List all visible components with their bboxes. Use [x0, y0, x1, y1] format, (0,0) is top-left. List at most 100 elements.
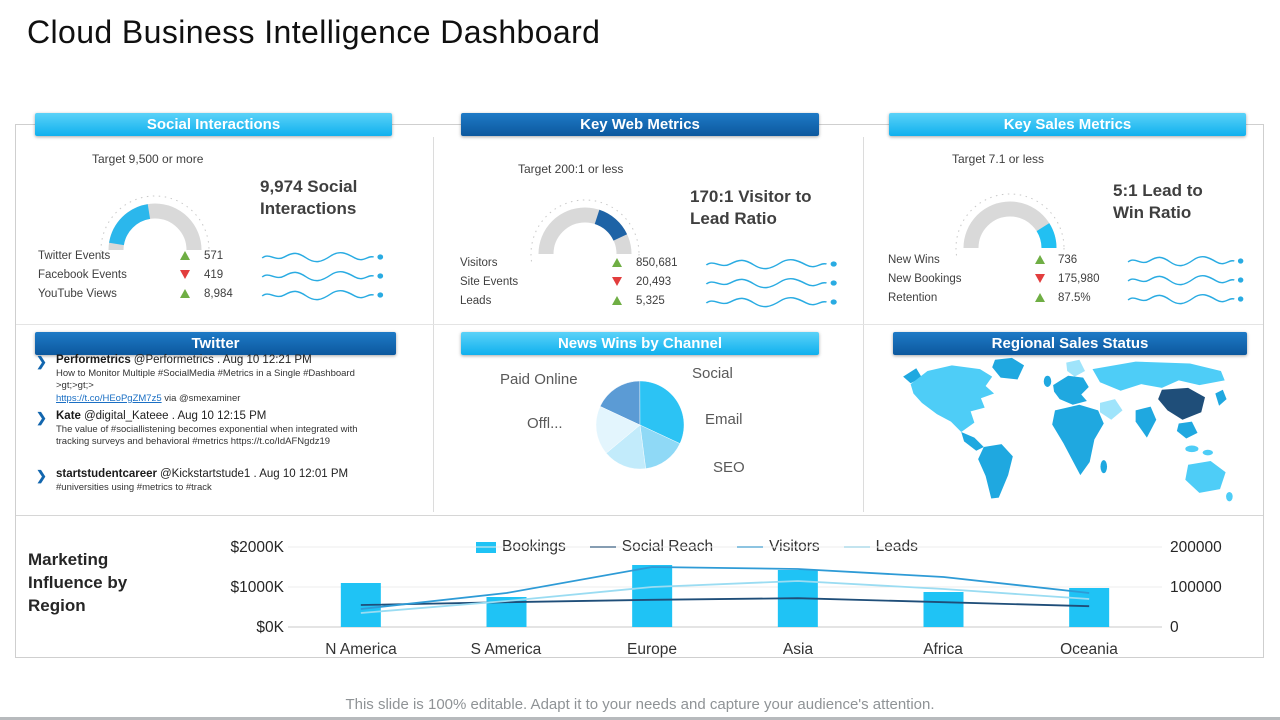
sparkline [261, 270, 384, 282]
social-interactions-gauge [100, 195, 210, 260]
tweet-header: Kate @digital_Kateee . Aug 10 12:15 PM [56, 410, 390, 422]
metric-row: YouTube Views 8,984 [38, 286, 390, 304]
metric-value: 736 [1058, 254, 1078, 266]
chevron-right-icon: ❯ [36, 410, 47, 425]
trend-icon [180, 251, 190, 260]
metric-row: Facebook Events 419 [38, 267, 390, 285]
metric-label: Leads [460, 295, 492, 307]
divider [16, 515, 1263, 516]
tweet-item: ❯ Performetrics @Performetrics . Aug 10 1… [34, 354, 390, 405]
left-axis-label: $2000K [230, 539, 284, 556]
header-news-wins: News Wins by Channel [461, 332, 819, 355]
metric-row: Leads 5,325 [460, 293, 852, 311]
header-social-interactions: Social Interactions [35, 113, 392, 136]
tweet-item: ❯ startstudentcareer @Kickstartstude1 . A… [34, 468, 390, 494]
kpi-value: 5:1 Lead to Win Ratio [1113, 181, 1203, 223]
header-key-web-metrics: Key Web Metrics [461, 113, 819, 136]
metric-row: Site Events 20,493 [460, 274, 852, 292]
pie-label-offline: Offl... [527, 415, 563, 432]
category-label: Oceania [1060, 641, 1118, 658]
metric-row: Retention 87.5% [888, 290, 1252, 308]
metric-label: Site Events [460, 276, 519, 288]
trend-icon [1035, 255, 1045, 264]
tweet-author: Performetrics [56, 354, 131, 366]
tweet-link-line: https://t.co/HEoPgZM7z5 via @smexaminer [56, 393, 390, 405]
trend-icon [612, 296, 622, 305]
trend-icon [1035, 274, 1045, 283]
tweet-item: ❯ Kate @digital_Kateee . Aug 10 12:15 PM … [34, 410, 390, 449]
sparkline [1127, 293, 1244, 305]
metric-label: Facebook Events [38, 269, 127, 281]
category-label: Asia [782, 641, 814, 658]
target-label: Target 7.1 or less [952, 152, 1045, 166]
marketing-chart-title: Marketing Influence by Region [28, 550, 128, 615]
left-axis-label: $0K [256, 619, 284, 636]
metric-row: Visitors 850,681 [460, 255, 852, 273]
tweet-author: startstudentcareer [56, 468, 157, 480]
sales-metrics-gauge [955, 193, 1065, 258]
metric-label: Retention [888, 292, 938, 304]
metric-value: 419 [204, 269, 224, 281]
category-label: Europe [627, 641, 677, 658]
header-twitter: Twitter [35, 332, 396, 355]
tweet-link-suffix: via @smexaminer [161, 392, 241, 404]
right-axis-label: 0 [1170, 619, 1179, 636]
metric-label: New Bookings [888, 273, 962, 285]
sparkline [261, 251, 384, 263]
metric-value: 175,980 [1058, 273, 1100, 285]
kpi-value: 9,974 Social Interactions [260, 177, 358, 219]
target-label: Target 200:1 or less [518, 162, 624, 176]
header-key-sales-metrics: Key Sales Metrics [889, 113, 1246, 136]
sparkline [705, 277, 837, 289]
target-label: Target 9,500 or more [92, 152, 204, 166]
metric-label: YouTube Views [38, 288, 117, 300]
tweet-link[interactable]: https://t.co/HEoPgZM7z5 [56, 392, 162, 404]
category-label: N America [325, 641, 397, 658]
kpi-value: 170:1 Visitor to Lead Ratio [690, 187, 812, 229]
sparkline [261, 289, 384, 301]
chevron-right-icon: ❯ [36, 468, 47, 483]
sparkline [1127, 274, 1244, 286]
metric-value: 571 [204, 250, 224, 262]
marketing-combo-chart [288, 546, 1162, 628]
pie-label-seo: SEO [713, 459, 745, 476]
trend-icon [180, 270, 190, 279]
metric-row: New Wins 736 [888, 252, 1252, 270]
metric-value: 850,681 [636, 257, 678, 269]
sparkline [705, 258, 837, 270]
right-axis-label: 200000 [1170, 539, 1222, 556]
metric-label: New Wins [888, 254, 940, 266]
pie-label-social: Social [692, 365, 733, 382]
trend-icon [612, 258, 622, 267]
tweet-header: startstudentcareer @Kickstartstude1 . Aug… [56, 468, 390, 480]
tweet-author: Kate [56, 410, 81, 422]
metric-value: 20,493 [636, 276, 672, 288]
pie-label-paid-online: Paid Online [500, 371, 578, 388]
metric-row: Twitter Events 571 [38, 248, 390, 266]
divider [16, 324, 1263, 325]
metric-value: 5,325 [636, 295, 665, 307]
trend-icon [612, 277, 622, 286]
tweet-body: The value of #sociallistening becomes ex… [56, 424, 358, 448]
category-label: Africa [923, 641, 963, 658]
tweet-header: Performetrics @Performetrics . Aug 10 12:… [56, 354, 390, 366]
news-wins-pie-chart [595, 380, 685, 470]
metric-row: New Bookings 175,980 [888, 271, 1252, 289]
left-axis-label: $1000K [230, 579, 284, 596]
footer-note: This slide is 100% editable. Adapt it to… [345, 696, 935, 713]
page-title: Cloud Business Intelligence Dashboard [27, 14, 601, 50]
slide-bottom-edge [0, 717, 1280, 720]
metric-value: 87.5% [1058, 292, 1091, 304]
metric-label: Twitter Events [38, 250, 111, 262]
tweet-meta: @Kickstartstude1 . Aug 10 12:01 PM [159, 468, 349, 480]
tweet-body: #universities using #metrics to #track [56, 482, 212, 493]
sparkline [705, 296, 837, 308]
header-regional-sales: Regional Sales Status [893, 332, 1247, 355]
world-map [903, 357, 1233, 502]
web-metrics-gauge [530, 199, 640, 264]
right-axis-label: 100000 [1170, 579, 1222, 596]
tweet-meta: @digital_Kateee . Aug 10 12:15 PM [83, 410, 267, 422]
chevron-right-icon: ❯ [36, 354, 47, 369]
category-label: S America [470, 641, 542, 658]
